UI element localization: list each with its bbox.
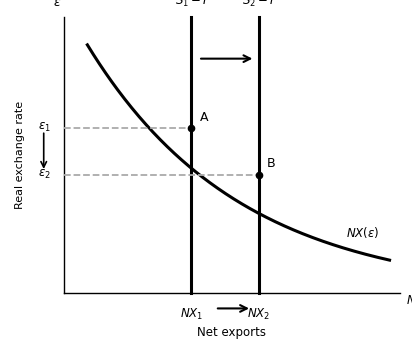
Text: Real exchange rate: Real exchange rate <box>15 101 25 209</box>
Text: A: A <box>200 110 208 124</box>
Text: B: B <box>267 157 276 170</box>
Text: $\epsilon_2$: $\epsilon_2$ <box>37 168 50 181</box>
Text: $NX$: $NX$ <box>406 294 412 307</box>
Text: $\epsilon$: $\epsilon$ <box>53 0 61 9</box>
Text: Net exports: Net exports <box>197 326 266 339</box>
Text: $S_2 - I$: $S_2 - I$ <box>242 0 275 9</box>
Text: $NX_2$: $NX_2$ <box>247 307 270 322</box>
Text: $\epsilon_1$: $\epsilon_1$ <box>37 121 50 134</box>
Text: $NX_1$: $NX_1$ <box>180 307 203 322</box>
Text: $S_1 - I$: $S_1 - I$ <box>175 0 208 9</box>
Text: $NX(\epsilon)$: $NX(\epsilon)$ <box>346 225 379 240</box>
